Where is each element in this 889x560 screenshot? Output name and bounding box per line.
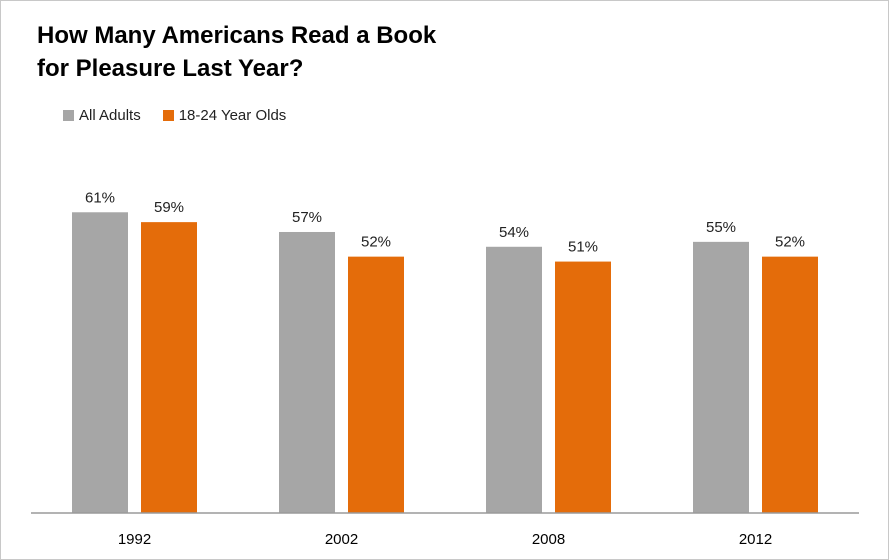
chart-legend: All Adults 18-24 Year Olds: [63, 107, 308, 124]
legend-swatch-all-adults: [63, 110, 74, 121]
bar-18-24-year-olds-2012: [762, 256, 818, 513]
data-label-all-adults-2012: 55%: [706, 219, 736, 236]
data-label-18-24-year-olds-1992: 59%: [154, 199, 184, 216]
bar-18-24-year-olds-1992: [141, 222, 197, 513]
data-label-18-24-year-olds-2002: 52%: [361, 234, 391, 251]
legend-item-all-adults: All Adults: [63, 107, 141, 124]
legend-swatch-18-24: [162, 110, 174, 121]
data-label-18-24-year-olds-2008: 51%: [568, 239, 598, 256]
legend-label-all-adults: All Adults: [79, 107, 141, 124]
bar-all-adults-2012: [693, 241, 749, 513]
x-tick-label-2012: 2012: [739, 531, 772, 548]
bar-18-24-year-olds-2002: [348, 256, 404, 513]
bar-all-adults-2002: [279, 231, 335, 514]
chart-title: How Many Americans Read a Book for Pleas…: [37, 19, 637, 85]
legend-label-18-24: 18-24 Year Olds: [178, 107, 287, 124]
legend-item-18-24: 18-24 Year Olds: [162, 107, 287, 124]
chart-title-line-1: How Many Americans Read a Book: [37, 22, 437, 49]
x-tick-label-2002: 2002: [325, 531, 358, 548]
chart-title-line-2: for Pleasure Last Year?: [37, 55, 304, 82]
data-label-all-adults-2002: 57%: [292, 209, 322, 226]
bar-all-adults-1992: [72, 212, 128, 513]
data-label-all-adults-2008: 54%: [499, 224, 529, 241]
data-label-18-24-year-olds-2012: 52%: [775, 234, 805, 251]
bar-all-adults-2008: [486, 246, 542, 513]
x-tick-label-1992: 1992: [118, 531, 151, 548]
data-label-all-adults-1992: 61%: [85, 189, 115, 206]
x-tick-label-2008: 2008: [532, 531, 565, 548]
bar-18-24-year-olds-2008: [555, 261, 611, 513]
